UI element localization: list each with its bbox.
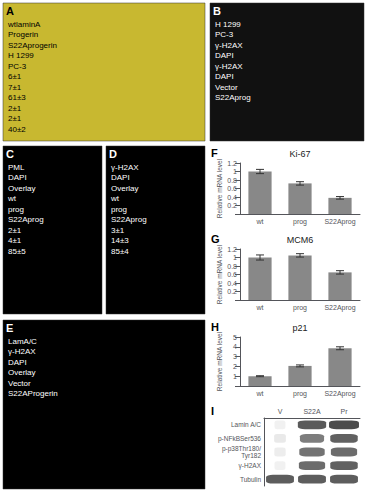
svg-text:S22Aprog: S22Aprog [324,218,355,226]
svg-text:1: 1 [233,254,237,261]
svg-text:0.4: 0.4 [227,280,237,287]
svg-text:γ-H2AX: γ-H2AX [8,347,36,356]
svg-text:wt: wt [256,304,264,311]
svg-text:4±1: 4±1 [8,236,22,245]
svg-text:Tyr182: Tyr182 [241,452,261,460]
svg-text:F: F [211,147,218,159]
svg-text:4: 4 [233,343,237,350]
svg-text:wt: wt [7,194,17,203]
svg-text:0.6: 0.6 [227,271,237,278]
svg-text:1: 1 [233,373,237,380]
svg-text:2±1: 2±1 [8,114,22,123]
svg-text:3±1: 3±1 [111,226,125,235]
svg-text:wt: wt [256,218,264,225]
svg-text:S22Aprog: S22Aprog [111,215,147,224]
svg-text:40±2: 40±2 [8,125,26,134]
svg-text:prog: prog [293,218,307,226]
svg-text:G: G [211,233,220,245]
svg-text:2: 2 [233,363,237,370]
svg-text:Vector: Vector [8,379,31,388]
svg-text:PML: PML [8,163,25,172]
svg-text:C: C [6,148,14,160]
svg-text:61±3: 61±3 [8,93,26,102]
svg-text:H 1299: H 1299 [215,20,241,29]
svg-text:p21: p21 [292,323,307,333]
svg-text:85±4: 85±4 [111,247,129,256]
svg-text:B: B [213,5,221,17]
svg-text:H 1299: H 1299 [8,51,34,60]
svg-text:DAPI: DAPI [111,173,130,182]
svg-text:PC-3: PC-3 [8,62,27,71]
svg-text:prog: prog [293,390,307,398]
svg-text:S22Aprog: S22Aprog [324,304,355,312]
svg-text:0.6: 0.6 [227,185,237,192]
svg-text:2±1: 2±1 [8,104,22,113]
svg-text:Relative mRNA level: Relative mRNA level [216,244,223,304]
svg-text:1: 1 [233,168,237,175]
svg-text:6±1: 6±1 [8,72,22,81]
svg-text:PC-3: PC-3 [215,30,234,39]
svg-text:S22Aprog: S22Aprog [324,390,355,398]
svg-text:DAPI: DAPI [215,51,234,60]
svg-text:Lamin A/C: Lamin A/C [231,421,261,428]
svg-text:V: V [278,408,283,415]
svg-text:S22Aprog: S22Aprog [215,93,251,102]
svg-text:0.2: 0.2 [227,288,237,295]
svg-text:DAPI: DAPI [8,358,27,367]
svg-text:wt: wt [110,194,120,203]
svg-text:Vector: Vector [215,83,238,92]
svg-text:DAPI: DAPI [215,72,234,81]
svg-text:Pr: Pr [341,408,349,415]
svg-text:γ-H2AX: γ-H2AX [215,41,243,50]
svg-text:I: I [211,405,214,417]
svg-text:0.8: 0.8 [227,177,237,184]
svg-text:S22A: S22A [303,408,320,415]
svg-text:Overlay: Overlay [8,368,36,377]
svg-text:DAPI: DAPI [8,173,27,182]
svg-text:S22Aprog: S22Aprog [8,215,44,224]
svg-text:2±1: 2±1 [8,226,22,235]
svg-text:Ki-67: Ki-67 [289,149,310,159]
svg-text:0.4: 0.4 [227,194,237,201]
svg-text:p-NFkBSer536: p-NFkBSer536 [218,435,261,443]
svg-text:S22AProgerin: S22AProgerin [8,389,58,398]
svg-text:0.8: 0.8 [227,263,237,270]
svg-text:wtlaminA: wtlaminA [7,20,41,29]
svg-text:γ-H2AX: γ-H2AX [215,62,243,71]
svg-text:Overlay: Overlay [8,184,36,193]
svg-text:H: H [211,321,219,333]
svg-text:85±5: 85±5 [8,247,26,256]
svg-text:A: A [6,5,14,17]
svg-text:E: E [6,322,13,334]
svg-text:γ-H2AX: γ-H2AX [111,163,139,172]
svg-text:Relative mRNA level: Relative mRNA level [216,158,223,218]
svg-text:MCM6: MCM6 [287,235,314,245]
svg-text:Tubulin: Tubulin [240,476,261,483]
svg-text:1.2: 1.2 [227,160,237,167]
svg-text:prog: prog [8,205,24,214]
svg-text:Relative mRNA level: Relative mRNA level [216,331,223,391]
svg-text:14±3: 14±3 [111,236,129,245]
svg-text:5: 5 [233,334,237,341]
svg-text:LamA/C: LamA/C [8,337,37,346]
svg-text:Progerin: Progerin [8,30,38,39]
svg-text:γ-H2AX: γ-H2AX [239,462,262,470]
svg-text:S22Aprogerin: S22Aprogerin [8,41,57,50]
svg-text:p-p38Thr180/: p-p38Thr180/ [222,444,261,452]
svg-text:0.2: 0.2 [227,202,237,209]
svg-text:Overlay: Overlay [111,184,139,193]
svg-text:prog: prog [111,205,127,214]
svg-text:prog: prog [293,304,307,312]
svg-text:3: 3 [233,353,237,360]
svg-text:1.2: 1.2 [227,246,237,253]
svg-text:wt: wt [256,390,264,397]
svg-text:7±1: 7±1 [8,83,22,92]
svg-text:D: D [109,148,117,160]
